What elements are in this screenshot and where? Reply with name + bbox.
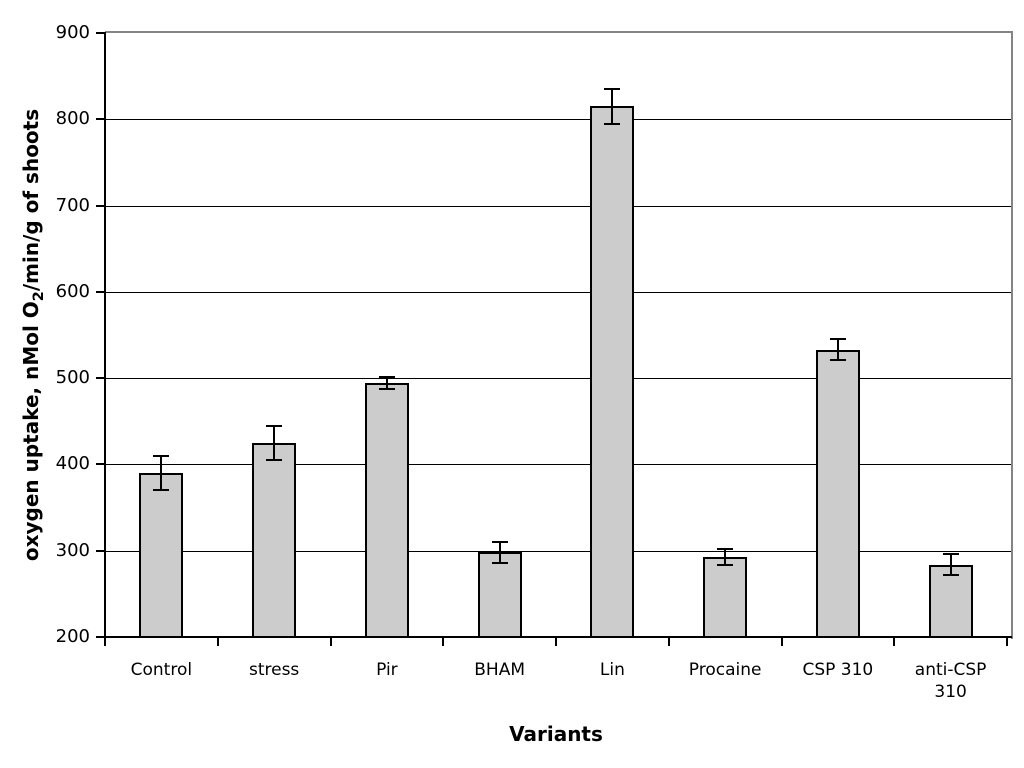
x-axis-tick — [555, 637, 557, 646]
y-tick-label: 700 — [55, 194, 90, 216]
error-bar-line — [160, 455, 163, 491]
y-axis-tick — [96, 204, 105, 207]
y-tick-label: 400 — [55, 453, 90, 475]
error-bar-cap-bottom — [604, 122, 621, 125]
error-bar-cap-bottom — [378, 388, 395, 391]
x-axis-title: Variants — [509, 722, 603, 746]
error-bar-cap-top — [153, 454, 170, 457]
y-tick-label: 300 — [55, 539, 90, 561]
gridline — [105, 206, 1011, 207]
error-bar-cap-top — [378, 376, 395, 379]
y-axis-tick — [96, 118, 105, 121]
bar — [590, 106, 635, 638]
error-bar-cap-bottom — [942, 573, 959, 576]
x-axis-tick — [216, 637, 219, 646]
x-axis-tick — [442, 637, 445, 646]
category-label: Pir — [376, 660, 398, 680]
x-axis-tick — [780, 637, 783, 646]
y-tick-label: 900 — [55, 22, 90, 43]
x-axis-tick — [1006, 637, 1008, 646]
error-bar-line — [949, 554, 952, 575]
gridline — [105, 551, 1011, 552]
y-tick-label: 800 — [55, 108, 90, 130]
error-bar-line — [724, 548, 727, 565]
bar — [703, 556, 748, 638]
y-tick-label: 200 — [55, 626, 90, 647]
error-bar-cap-bottom — [266, 459, 283, 462]
category-label: Control — [130, 660, 193, 680]
bar — [477, 552, 522, 638]
error-bar-cap-top — [604, 88, 621, 91]
plot-frame — [105, 31, 1013, 639]
x-axis-tick — [329, 637, 332, 646]
error-bar-cap-bottom — [491, 561, 508, 564]
category-label: Procaine — [688, 660, 762, 680]
error-bar-cap-top — [829, 338, 846, 341]
y-axis-tick — [96, 636, 105, 638]
bar — [364, 383, 409, 638]
error-bar-line — [498, 542, 501, 563]
category-label: anti-CSP 310 — [914, 660, 987, 702]
bar — [815, 349, 860, 638]
category-label: BHAM — [474, 660, 525, 680]
error-bar-cap-bottom — [829, 359, 846, 362]
error-bar-cap-top — [266, 424, 283, 427]
y-axis-tick — [96, 290, 105, 293]
y-axis — [104, 32, 106, 646]
error-bar-cap-bottom — [717, 563, 734, 566]
x-axis-tick — [104, 637, 106, 646]
y-axis-tick — [96, 549, 105, 552]
x-axis — [104, 636, 1012, 638]
error-bar-cap-top — [942, 553, 959, 556]
gridline — [105, 119, 1011, 120]
x-axis-tick — [893, 637, 896, 646]
error-bar-cap-top — [491, 541, 508, 544]
category-label: Lin — [599, 660, 625, 680]
y-tick-label: 600 — [55, 280, 90, 302]
error-bar-cap-bottom — [153, 489, 170, 492]
y-axis-tick — [96, 32, 105, 34]
error-bar-line — [385, 377, 388, 390]
bar — [139, 473, 184, 638]
category-label: CSP 310 — [802, 660, 874, 680]
y-tick-label: 500 — [55, 367, 90, 389]
y-axis-tick — [96, 463, 105, 466]
gridline — [105, 378, 1011, 379]
bar — [928, 564, 973, 638]
category-label: stress — [248, 660, 300, 680]
x-axis-tick — [667, 637, 670, 646]
y-axis-tick — [96, 377, 105, 380]
error-bar-line — [836, 339, 839, 361]
gridline — [105, 464, 1011, 465]
error-bar-line — [611, 89, 614, 124]
error-bar-line — [273, 425, 276, 461]
y-axis-title-prefix: oxygen uptake, nMol O — [19, 301, 43, 562]
error-bar-cap-top — [717, 547, 734, 550]
bar — [252, 442, 297, 638]
gridline — [105, 292, 1011, 293]
